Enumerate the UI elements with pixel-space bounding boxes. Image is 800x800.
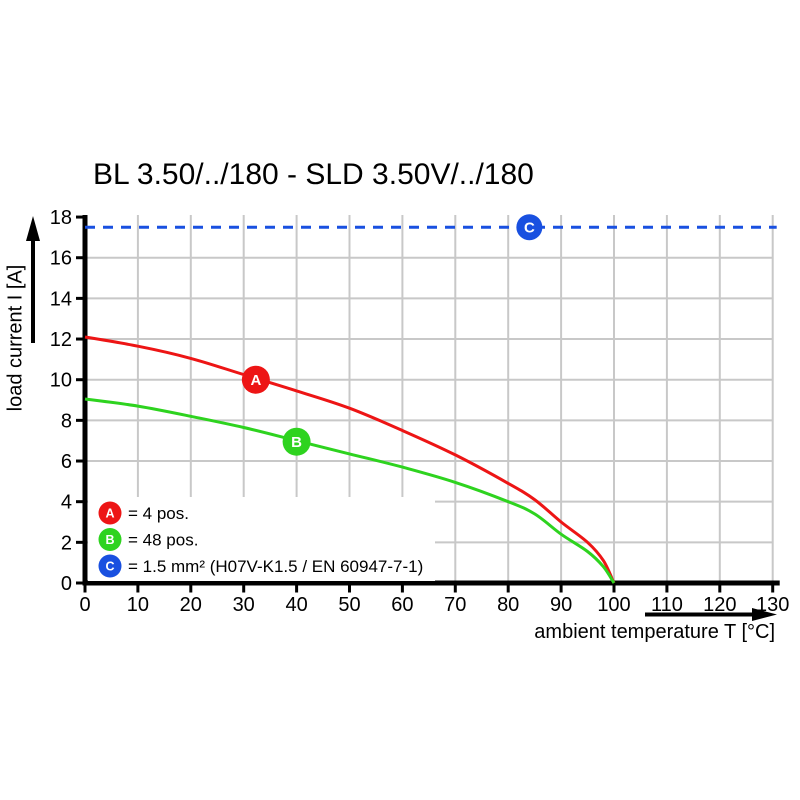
legend: A = 4 pos. B = 48 pos. C = 1.5 mm² (H07V-K1.5…	[88, 497, 435, 581]
x-tick-label-40: 40	[285, 594, 307, 616]
x-tick-label-30: 30	[233, 594, 255, 616]
y-tick-label-2: 2	[61, 532, 72, 554]
legend-marker-A-icon	[98, 501, 122, 525]
legend-letter-C: C	[105, 560, 114, 574]
legend-label-C: = 1.5 mm² (H07V-K1.5 / EN 60947-7-1)	[128, 557, 423, 576]
x-tick-label-20: 20	[180, 594, 202, 616]
legend-item-A: A = 4 pos.	[98, 501, 189, 525]
legend-label-B: = 48 pos.	[128, 531, 198, 550]
legend-letter-B: B	[105, 533, 114, 547]
y-tick-label-10: 10	[50, 370, 72, 392]
series-C-marker: C	[516, 214, 543, 241]
x-tick-labels: 0 10 20 30 40 50 60 70 80 90 100 110 120 130	[79, 594, 789, 616]
y-axis-arrow-icon	[26, 216, 40, 241]
series-B-marker: B	[282, 427, 311, 456]
y-tick-label-6: 6	[61, 451, 72, 473]
y-tick-label-12: 12	[50, 329, 72, 351]
series-B-curve	[84, 397, 616, 584]
x-tick-label-130: 130	[756, 594, 789, 616]
x-tick-label-70: 70	[444, 594, 466, 616]
chart-title: BL 3.50/../180 - SLD 3.50V/../180	[93, 158, 534, 191]
x-axis-arrow-icon	[752, 608, 777, 621]
y-tick-label-16: 16	[50, 248, 72, 270]
x-tick-label-110: 110	[651, 594, 683, 616]
marker-letter-A: A	[250, 372, 261, 389]
x-tick-label-120: 120	[703, 594, 736, 616]
y-tick-label-0: 0	[61, 573, 72, 595]
x-tick-label-0: 0	[79, 594, 90, 616]
marker-circle-C	[516, 214, 543, 241]
x-axis-title: ambient temperature T [°C]	[534, 621, 775, 643]
legend-item-B: B = 48 pos.	[98, 528, 198, 551]
series-A-curve	[84, 335, 616, 584]
marker-letter-B: B	[291, 434, 302, 451]
marker-circle-B	[282, 427, 311, 456]
marker-circle-A	[241, 365, 270, 394]
x-tick-label-100: 100	[597, 594, 630, 616]
y-tick-label-14: 14	[50, 288, 72, 310]
y-tick-label-4: 4	[61, 492, 72, 514]
marker-letter-C: C	[524, 220, 535, 237]
legend-marker-C-icon	[98, 554, 122, 578]
x-tick-label-50: 50	[338, 594, 360, 616]
y-tick-label-8: 8	[61, 410, 72, 432]
legend-marker-B-icon	[98, 528, 122, 551]
legend-label-A: = 4 pos.	[128, 504, 189, 523]
legend-background	[88, 497, 435, 581]
x-tick-label-60: 60	[391, 594, 413, 616]
y-tick-label-18: 18	[50, 207, 72, 229]
x-tick-label-10: 10	[127, 594, 149, 616]
legend-item-C: C = 1.5 mm² (H07V-K1.5 / EN 60947-7-1)	[98, 554, 423, 578]
legend-letter-A: A	[105, 507, 114, 521]
x-tick-label-80: 80	[497, 594, 519, 616]
x-tick-label-90: 90	[550, 594, 572, 616]
y-tick-labels: 0 2 4 6 8 10 12 14 16 18	[50, 207, 72, 595]
series-A-marker: A	[241, 365, 270, 394]
